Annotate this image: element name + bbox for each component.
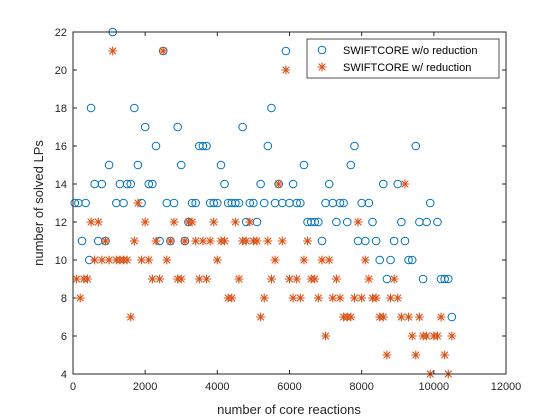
data-point-asterisk: [159, 47, 167, 55]
data-point-asterisk: [188, 218, 196, 226]
y-tick-label: 6: [61, 331, 67, 343]
data-point-asterisk: [83, 275, 91, 283]
data-point-asterisk: [271, 256, 279, 264]
legend: SWIFTCORE w/o reduction SWIFTCORE w/ red…: [307, 39, 499, 78]
data-point-asterisk: [264, 237, 272, 245]
data-point-asterisk: [141, 218, 149, 226]
data-point-asterisk: [134, 199, 142, 207]
data-point-asterisk: [145, 256, 153, 264]
data-point-asterisk: [441, 351, 449, 359]
x-tick-label: 6000: [277, 381, 301, 393]
legend-marker: [318, 63, 326, 71]
data-point-asterisk: [257, 313, 265, 321]
data-point-asterisk: [394, 294, 402, 302]
data-point-asterisk: [347, 313, 355, 321]
data-point-asterisk: [433, 332, 441, 340]
data-point-asterisk: [282, 66, 290, 74]
data-point-asterisk: [170, 218, 178, 226]
y-tick-label: 18: [55, 103, 67, 115]
data-point-asterisk: [304, 237, 312, 245]
data-point-asterisk: [181, 237, 189, 245]
y-tick-label: 22: [55, 27, 67, 39]
data-point-asterisk: [253, 237, 261, 245]
legend-entry: SWIFTCORE w/o reduction: [318, 45, 477, 57]
data-point-asterisk: [76, 294, 84, 302]
data-point-asterisk: [325, 256, 333, 264]
data-point-asterisk: [412, 351, 420, 359]
y-tick-label: 16: [55, 141, 67, 153]
y-tick-label: 10: [55, 255, 67, 267]
legend-label: SWIFTCORE w/ reduction: [343, 62, 471, 74]
data-point-asterisk: [365, 275, 373, 283]
x-tick-label: 8000: [349, 381, 373, 393]
y-tick-label: 12: [55, 217, 67, 229]
x-axis-label: number of core reactions: [217, 402, 361, 417]
y-tick-label: 8: [61, 293, 67, 305]
data-point-asterisk: [415, 313, 423, 321]
data-point-asterisk: [336, 294, 344, 302]
data-point-asterisk: [408, 332, 416, 340]
data-point-asterisk: [390, 275, 398, 283]
data-point-asterisk: [130, 237, 138, 245]
data-point-asterisk: [361, 256, 369, 264]
x-tick-label: 4000: [205, 381, 229, 393]
data-point-asterisk: [210, 218, 218, 226]
data-point-asterisk: [177, 275, 185, 283]
data-point-asterisk: [354, 218, 362, 226]
y-axis-label: number of solved LPs: [31, 140, 46, 266]
data-point-asterisk: [203, 275, 211, 283]
x-tick-label: 12000: [491, 381, 522, 393]
data-point-asterisk: [437, 313, 445, 321]
data-point-asterisk: [358, 294, 366, 302]
data-point-asterisk: [206, 237, 214, 245]
data-point-asterisk: [228, 294, 236, 302]
data-point-asterisk: [127, 313, 135, 321]
data-point-asterisk: [275, 180, 283, 188]
data-point-asterisk: [332, 275, 340, 283]
data-point-asterisk: [221, 237, 229, 245]
x-tick-label: 2000: [133, 381, 157, 393]
y-tick-label: 14: [55, 179, 67, 191]
x-tick-label: 0: [70, 381, 76, 393]
data-point-asterisk: [231, 218, 239, 226]
data-point-asterisk: [383, 351, 391, 359]
data-point-asterisk: [246, 218, 254, 226]
data-point-asterisk: [156, 275, 164, 283]
data-point-asterisk: [278, 237, 286, 245]
data-point-asterisk: [322, 332, 330, 340]
data-point-asterisk: [267, 275, 275, 283]
data-point-asterisk: [213, 256, 221, 264]
data-point-asterisk: [296, 294, 304, 302]
data-point-asterisk: [300, 256, 308, 264]
data-point-asterisk: [311, 275, 319, 283]
data-point-asterisk: [448, 332, 456, 340]
data-point-asterisk: [405, 313, 413, 321]
data-point-asterisk: [94, 218, 102, 226]
data-point-asterisk: [235, 275, 243, 283]
data-point-asterisk: [379, 313, 387, 321]
data-point-asterisk: [401, 180, 409, 188]
y-tick-label: 4: [61, 369, 67, 381]
data-point-asterisk: [152, 237, 160, 245]
data-point-asterisk: [166, 237, 174, 245]
data-point-asterisk: [372, 294, 380, 302]
x-tick-label: 10000: [419, 381, 450, 393]
data-point-asterisk: [163, 256, 171, 264]
data-point-asterisk: [109, 47, 117, 55]
data-point-asterisk: [123, 256, 131, 264]
data-point-asterisk: [293, 275, 301, 283]
data-point-asterisk: [101, 237, 109, 245]
data-point-asterisk: [260, 294, 268, 302]
data-point-asterisk: [314, 294, 322, 302]
y-tick-label: 20: [55, 65, 67, 77]
legend-label: SWIFTCORE w/o reduction: [343, 45, 477, 57]
